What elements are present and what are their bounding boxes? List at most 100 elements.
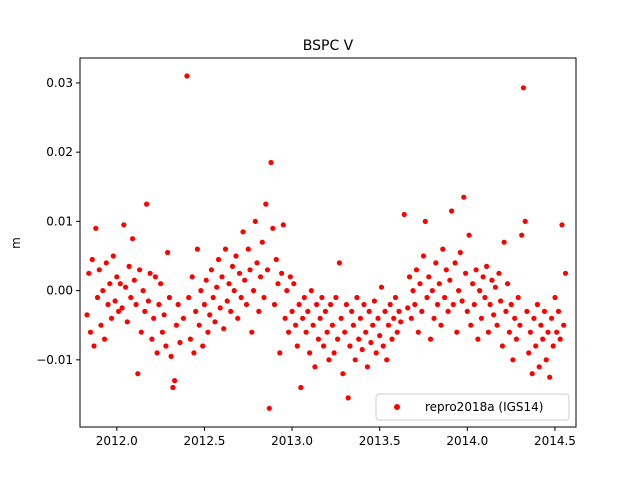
data-point — [201, 301, 207, 308]
data-point — [433, 260, 439, 266]
data-point — [436, 281, 442, 287]
data-point — [456, 288, 462, 294]
data-point — [503, 308, 509, 314]
data-point — [387, 301, 393, 308]
data-point — [123, 284, 129, 290]
data-point — [366, 308, 372, 314]
data-point — [279, 270, 285, 276]
data-point — [434, 301, 441, 308]
data-point — [492, 284, 498, 290]
data-point — [482, 294, 488, 301]
data-point — [137, 267, 143, 273]
data-point — [429, 288, 435, 294]
data-point — [347, 343, 353, 349]
data-point — [494, 322, 500, 328]
data-point — [415, 329, 421, 335]
data-point — [459, 298, 465, 304]
data-point — [238, 294, 244, 301]
data-point — [250, 288, 257, 294]
data-point — [336, 260, 342, 266]
data-point — [396, 308, 402, 314]
data-point — [270, 225, 276, 231]
data-point — [547, 374, 553, 380]
data-point — [475, 336, 481, 342]
data-point — [268, 159, 274, 166]
data-point — [168, 353, 174, 359]
y-tick-label: 0.00 — [46, 284, 73, 298]
data-point — [87, 329, 94, 335]
data-point — [519, 232, 525, 238]
data-point — [526, 350, 532, 356]
data-point — [485, 329, 491, 335]
data-point — [470, 281, 476, 287]
data-point — [506, 329, 512, 335]
y-axis-ticks: −0.01 0.00 0.01 0.02 0.03 — [36, 76, 80, 367]
data-point — [552, 294, 558, 301]
data-point — [357, 315, 363, 321]
data-point — [417, 281, 423, 287]
data-point — [101, 336, 108, 342]
data-point — [424, 294, 430, 301]
data-point — [284, 288, 290, 294]
data-point — [445, 308, 451, 314]
y-axis-label: m — [9, 237, 23, 249]
data-point — [322, 308, 328, 314]
data-point — [464, 308, 470, 314]
data-point — [561, 322, 567, 328]
data-point — [368, 339, 374, 346]
data-point — [517, 322, 523, 328]
data-point — [226, 281, 232, 287]
data-point — [331, 350, 337, 356]
data-point — [91, 343, 97, 349]
legend-label: repro2018a (IGS14) — [425, 400, 543, 414]
data-point — [289, 308, 295, 314]
data-point — [328, 301, 334, 308]
data-point — [84, 312, 90, 318]
data-point — [545, 329, 551, 335]
data-point — [294, 343, 300, 349]
data-point — [100, 288, 106, 294]
data-point — [361, 301, 367, 308]
data-point — [271, 301, 278, 308]
data-point — [335, 336, 341, 342]
data-point — [431, 315, 437, 321]
data-point — [491, 312, 497, 318]
data-point — [449, 208, 455, 214]
data-point — [478, 315, 484, 321]
data-point — [373, 350, 379, 356]
data-point — [172, 378, 178, 384]
data-point — [224, 298, 230, 304]
data-point — [163, 343, 169, 349]
data-point — [538, 322, 544, 328]
data-point — [427, 336, 434, 342]
x-axis-ticks: 2012.0 2012.5 2013.0 2013.5 2014.0 2014.5 — [96, 427, 576, 448]
data-point — [252, 218, 258, 224]
data-point — [324, 329, 330, 335]
data-point — [310, 322, 316, 328]
data-point — [221, 326, 227, 332]
data-point — [473, 267, 479, 273]
data-point — [175, 301, 181, 308]
data-point — [524, 308, 530, 314]
data-point — [264, 267, 271, 273]
data-point — [419, 308, 425, 314]
data-point — [562, 270, 569, 276]
data-point — [380, 343, 386, 349]
data-point — [520, 85, 527, 91]
data-point — [364, 364, 370, 370]
data-point — [254, 260, 260, 266]
data-point — [343, 301, 349, 308]
data-point — [305, 308, 311, 314]
data-point — [484, 263, 490, 269]
y-tick-label: 0.03 — [46, 76, 73, 90]
data-point — [410, 288, 416, 294]
data-point — [107, 281, 113, 287]
data-point — [384, 357, 390, 363]
data-point — [413, 267, 420, 273]
data-point — [422, 218, 428, 224]
data-point — [559, 222, 565, 228]
data-point — [321, 343, 327, 349]
data-point — [259, 239, 265, 245]
data-point — [371, 298, 377, 304]
data-point — [354, 294, 360, 301]
